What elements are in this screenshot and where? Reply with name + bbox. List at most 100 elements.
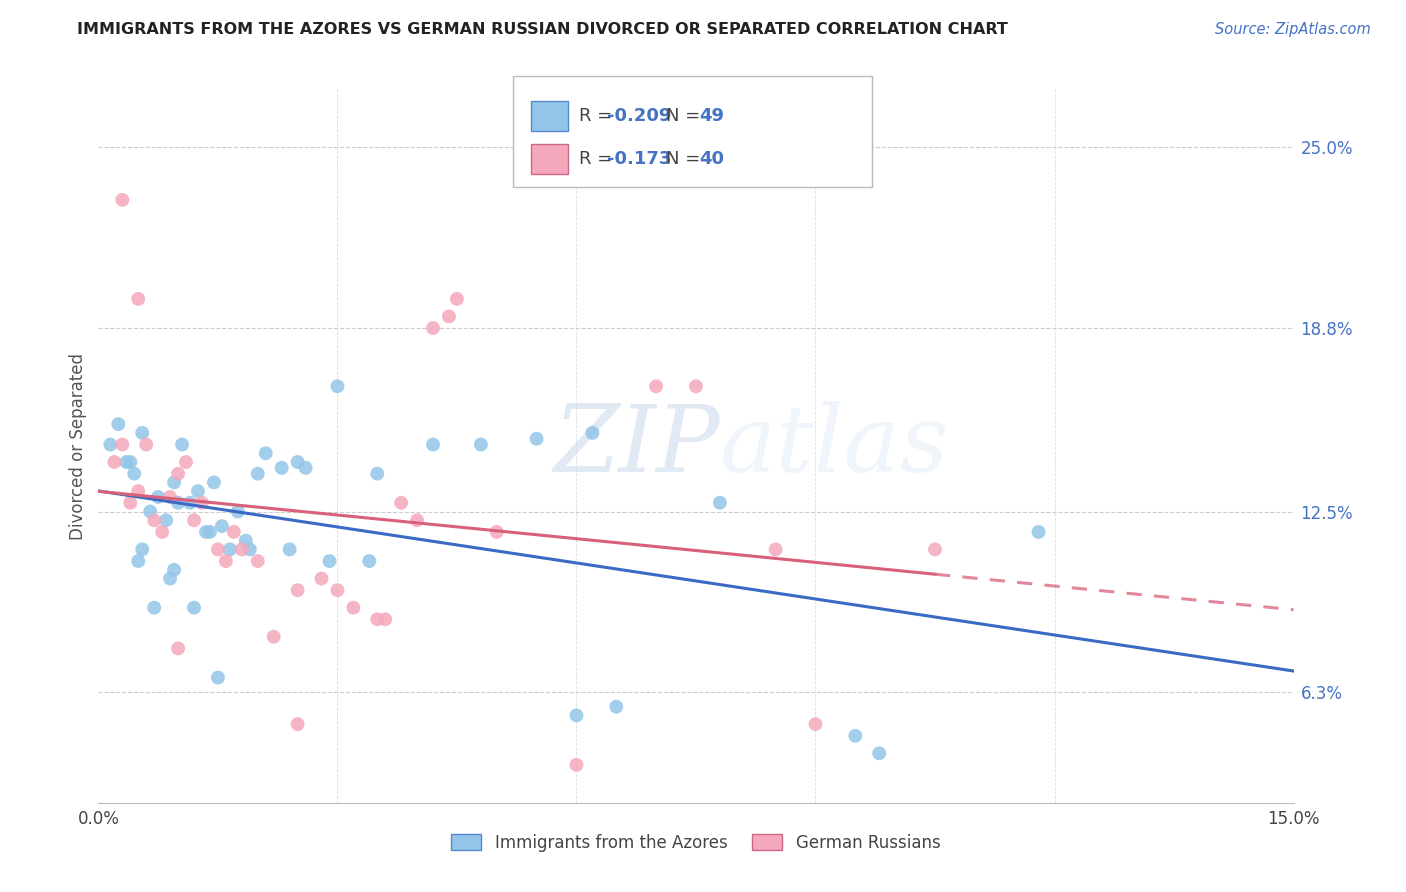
- Text: Source: ZipAtlas.com: Source: ZipAtlas.com: [1215, 22, 1371, 37]
- Point: [174, 455, 197, 469]
- Point: [422, 321, 444, 335]
- Point: [124, 467, 146, 481]
- Text: 40: 40: [699, 150, 724, 168]
- Point: [163, 563, 186, 577]
- Text: R =: R =: [579, 107, 619, 125]
- Point: [311, 572, 333, 586]
- Point: [422, 437, 444, 451]
- Point: [135, 437, 157, 451]
- Point: [406, 513, 429, 527]
- Text: N =: N =: [666, 107, 706, 125]
- Point: [868, 746, 890, 760]
- Point: [446, 292, 468, 306]
- Text: IMMIGRANTS FROM THE AZORES VS GERMAN RUSSIAN DIVORCED OR SEPARATED CORRELATION C: IMMIGRANTS FROM THE AZORES VS GERMAN RUS…: [77, 22, 1008, 37]
- Point: [191, 496, 214, 510]
- Point: [131, 542, 153, 557]
- Point: [389, 496, 412, 510]
- Point: [374, 612, 396, 626]
- Point: [183, 513, 205, 527]
- Point: [1028, 524, 1050, 539]
- Point: [581, 425, 603, 440]
- Point: [131, 425, 153, 440]
- Point: [470, 437, 492, 451]
- Point: [148, 490, 170, 504]
- Point: [239, 542, 262, 557]
- Point: [565, 758, 588, 772]
- Point: [226, 504, 249, 518]
- Point: [215, 554, 238, 568]
- Point: [246, 554, 269, 568]
- Point: [685, 379, 707, 393]
- Point: [115, 455, 138, 469]
- Point: [207, 542, 229, 557]
- Text: N =: N =: [666, 150, 706, 168]
- Text: -0.173: -0.173: [607, 150, 672, 168]
- Point: [326, 583, 349, 598]
- Point: [342, 600, 364, 615]
- Point: [359, 554, 381, 568]
- Point: [107, 417, 129, 432]
- Point: [366, 467, 388, 481]
- Point: [263, 630, 285, 644]
- Point: [526, 432, 548, 446]
- Point: [246, 467, 269, 481]
- Point: [120, 455, 142, 469]
- Legend: Immigrants from the Azores, German Russians: Immigrants from the Azores, German Russi…: [444, 828, 948, 859]
- Point: [127, 554, 149, 568]
- Point: [198, 524, 221, 539]
- Point: [127, 484, 149, 499]
- Point: [150, 524, 173, 539]
- Point: [139, 504, 162, 518]
- Point: [167, 467, 190, 481]
- Point: [187, 484, 209, 499]
- Text: 49: 49: [699, 107, 724, 125]
- Point: [103, 455, 125, 469]
- Point: [844, 729, 866, 743]
- Point: [111, 193, 134, 207]
- Point: [645, 379, 668, 393]
- Text: R =: R =: [579, 150, 619, 168]
- Point: [172, 437, 194, 451]
- Point: [98, 437, 122, 451]
- Point: [278, 542, 301, 557]
- Text: atlas: atlas: [720, 401, 949, 491]
- Point: [143, 513, 166, 527]
- Point: [167, 496, 190, 510]
- Point: [222, 524, 245, 539]
- Point: [231, 542, 253, 557]
- Point: [163, 475, 186, 490]
- Point: [179, 496, 201, 510]
- Point: [565, 708, 588, 723]
- Point: [366, 612, 388, 626]
- Point: [287, 455, 309, 469]
- Point: [167, 641, 190, 656]
- Point: [207, 671, 229, 685]
- Point: [924, 542, 946, 557]
- Point: [709, 496, 731, 510]
- Point: [765, 542, 787, 557]
- Point: [155, 513, 177, 527]
- Point: [202, 475, 225, 490]
- Point: [318, 554, 340, 568]
- Point: [120, 496, 142, 510]
- Point: [183, 600, 205, 615]
- Point: [605, 699, 627, 714]
- Point: [111, 437, 134, 451]
- Y-axis label: Divorced or Separated: Divorced or Separated: [69, 352, 87, 540]
- Point: [294, 460, 316, 475]
- Point: [143, 600, 166, 615]
- Point: [287, 583, 309, 598]
- Point: [437, 310, 460, 324]
- Text: ZIP: ZIP: [553, 401, 720, 491]
- Text: -0.209: -0.209: [607, 107, 672, 125]
- Point: [804, 717, 827, 731]
- Point: [159, 572, 181, 586]
- Point: [159, 490, 181, 504]
- Point: [326, 379, 349, 393]
- Point: [287, 717, 309, 731]
- Point: [235, 533, 257, 548]
- Point: [211, 519, 233, 533]
- Point: [127, 292, 149, 306]
- Point: [254, 446, 277, 460]
- Point: [219, 542, 242, 557]
